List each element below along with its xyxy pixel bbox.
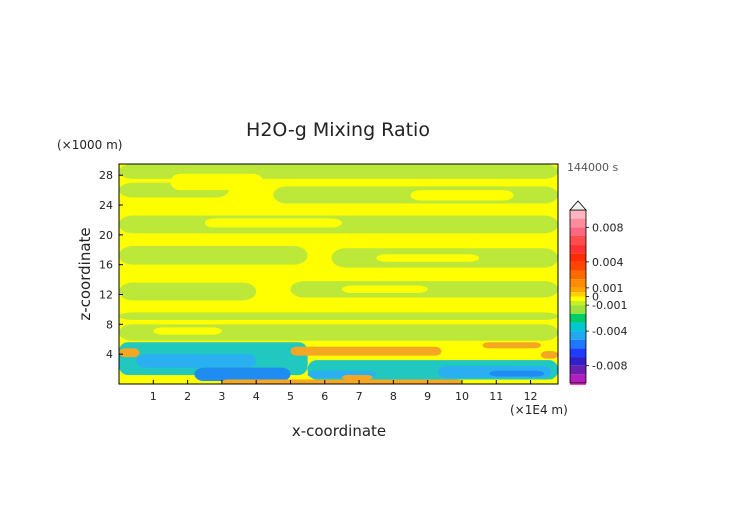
colorbar-label: 0.004 xyxy=(592,256,624,269)
field-region-dry xyxy=(136,354,257,368)
colorbar-swatch xyxy=(570,292,586,297)
field-region-moist xyxy=(221,379,462,384)
colorbar-swatch xyxy=(570,383,586,385)
colorbar-swatch xyxy=(570,287,586,293)
colorbar-label: 0.008 xyxy=(592,221,624,234)
field-region-yellow xyxy=(341,285,428,294)
x-tick-label: 10 xyxy=(455,390,469,403)
y-tick-label: 8 xyxy=(106,318,113,331)
colorbar-label: 0 xyxy=(592,291,599,304)
field-region-green xyxy=(119,282,257,301)
colorbar-swatch xyxy=(570,210,586,219)
colorbar-label: -0.001 xyxy=(592,299,627,312)
y-axis: 4 8 12 16 20 24 28 xyxy=(99,169,123,361)
field-region-green xyxy=(119,324,558,341)
field-region-dry xyxy=(194,367,291,382)
y-tick-label: 20 xyxy=(99,229,113,242)
colorbar-swatch xyxy=(570,300,586,306)
colorbar-swatch xyxy=(570,357,586,366)
y-tick-label: 4 xyxy=(106,348,113,361)
colorbar-swatch xyxy=(570,235,586,245)
colorbar-swatch xyxy=(570,374,586,383)
field-region-moist xyxy=(341,375,373,380)
y-tick-label: 12 xyxy=(99,289,113,302)
time-label: 144000 s xyxy=(567,161,618,174)
x-tick-label: 5 xyxy=(287,390,294,403)
colorbar-swatch xyxy=(570,227,586,236)
field-region-moist xyxy=(540,351,558,359)
colorbar-swatch xyxy=(570,365,586,375)
colorbar-swatch xyxy=(570,279,586,288)
field-region-moist xyxy=(290,346,442,356)
x-tick-label: 7 xyxy=(356,390,363,403)
colorbar-swatch xyxy=(570,296,586,301)
x-tick-label: 9 xyxy=(424,390,431,403)
colorbar-swatch xyxy=(570,322,586,332)
colorbar-label: -0.008 xyxy=(592,360,627,373)
y-tick-label: 28 xyxy=(99,169,113,182)
colorbar-label: -0.004 xyxy=(592,325,627,338)
colorbar-swatch xyxy=(570,305,586,314)
x-axis: 1 2 3 4 5 6 7 8 9 10 11 12 xyxy=(150,380,538,403)
field-region-moist xyxy=(119,348,140,358)
x-tick-label: 1 xyxy=(150,390,157,403)
colorbar-label: 0.001 xyxy=(592,282,624,295)
colorbar-swatch xyxy=(570,261,586,271)
field-region-yellow xyxy=(170,173,264,191)
x-tick-label: 4 xyxy=(253,390,260,403)
x-tick-label: 6 xyxy=(321,390,328,403)
field-region-yellow xyxy=(153,327,222,335)
colorbar-swatch xyxy=(570,218,586,228)
field-region-moist xyxy=(482,342,541,349)
colorbar-swatch xyxy=(570,339,586,349)
colorbar-swatch xyxy=(570,253,586,262)
colorbar-extend-arrow xyxy=(569,200,587,211)
plot-frame xyxy=(118,163,559,385)
field-region-green xyxy=(119,246,308,265)
colorbar-swatch xyxy=(570,348,586,358)
field-region-green xyxy=(119,312,558,320)
field-region-yellow xyxy=(204,218,342,228)
colorbar-swatch xyxy=(570,244,586,254)
x-tick-label: 12 xyxy=(524,390,538,403)
y-unit-label: (×1000 m) xyxy=(57,138,122,152)
field-region-dry xyxy=(489,370,545,377)
x-tick-label: 2 xyxy=(184,390,191,403)
x-tick-label: 3 xyxy=(218,390,225,403)
x-tick-label: 8 xyxy=(390,390,397,403)
y-tick-label: 16 xyxy=(99,259,113,272)
x-tick-label: 11 xyxy=(489,390,503,403)
chart-title: H2O-g Mixing Ratio xyxy=(246,119,430,141)
colorbar-swatch xyxy=(570,313,586,323)
colorbar-swatch xyxy=(570,270,586,280)
field-region-yellow xyxy=(376,254,480,262)
field-region-yellow xyxy=(410,190,514,201)
colorbar-swatch xyxy=(570,331,586,340)
y-tick-label: 24 xyxy=(99,199,113,212)
x-axis-label: x-coordinate xyxy=(292,422,386,440)
x-unit-label: (×1E4 m) xyxy=(510,403,568,417)
y-axis-label: z-coordinate xyxy=(76,227,94,320)
plot-area xyxy=(119,164,558,384)
